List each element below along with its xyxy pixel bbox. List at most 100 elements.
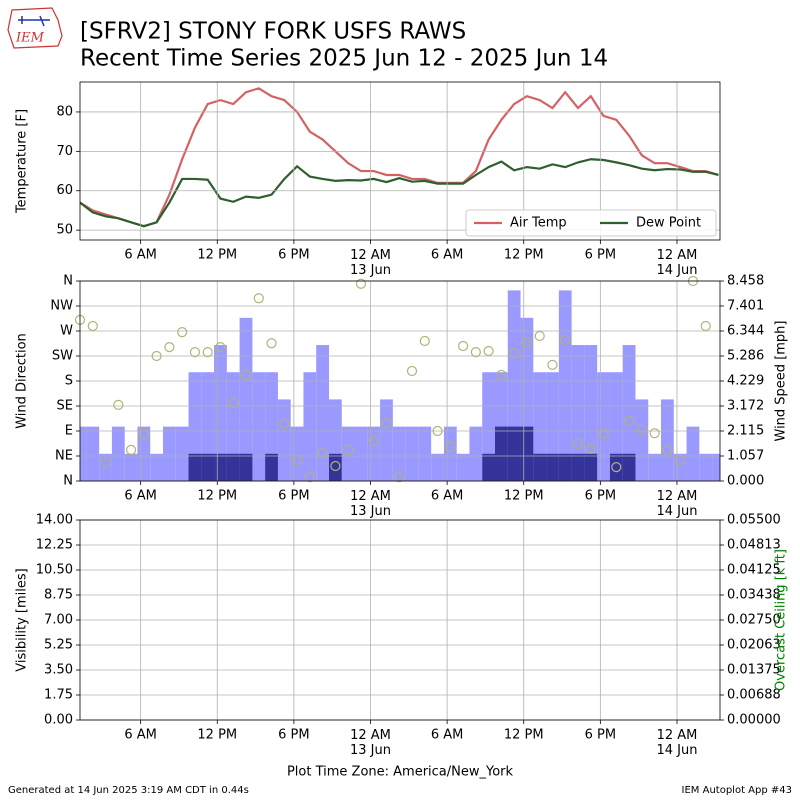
legend-box — [465, 209, 717, 237]
y-tick-label: 7.00 — [44, 613, 73, 628]
axes-frame — [79, 81, 721, 241]
bar — [290, 426, 304, 481]
x-tick-label: 6 AM — [431, 248, 464, 263]
bar — [418, 426, 432, 481]
bar — [150, 453, 164, 481]
logo-text: IEM — [15, 31, 45, 46]
point — [266, 338, 277, 349]
point — [649, 428, 660, 439]
point — [598, 428, 609, 439]
point — [177, 327, 188, 338]
bar — [367, 426, 381, 481]
x-tick-label: 12 AM 13 Jun — [350, 248, 391, 278]
x-tick-label: 6 AM — [124, 248, 157, 263]
y2-tick-label: 0.01375 — [727, 663, 781, 678]
line — [80, 158, 719, 228]
bar — [622, 453, 636, 481]
point — [521, 337, 533, 348]
y-axis-label: Visibility [miles] — [15, 568, 30, 671]
point — [700, 320, 711, 332]
point — [457, 340, 469, 352]
legend: Air Temp Dew Point — [465, 209, 717, 237]
axes-frame — [79, 280, 721, 482]
y-axis-label: Temperature [F] — [15, 109, 30, 214]
bar — [622, 345, 636, 481]
legend-label: Air Temp — [510, 216, 567, 231]
y2-tick-label: 0.05500 — [727, 513, 781, 528]
point — [406, 365, 418, 377]
point — [470, 347, 481, 358]
x-tick-label: 6 PM — [278, 248, 309, 263]
bar — [354, 426, 368, 481]
bar — [495, 426, 508, 481]
point — [228, 398, 239, 409]
bar — [111, 426, 125, 481]
bar — [277, 399, 291, 481]
bar — [188, 453, 202, 481]
footer-right: IEM Autoplot App #43 — [682, 785, 792, 796]
y2-tick-label: 0.02063 — [727, 638, 781, 653]
bar — [431, 453, 444, 481]
x-tick-label: 6 AM — [124, 728, 157, 743]
bar — [558, 453, 572, 481]
y2-tick-label: 3.172 — [727, 398, 764, 413]
point — [662, 444, 673, 455]
y2-tick-label: 0.02750 — [727, 613, 781, 628]
bar — [533, 453, 547, 481]
point — [368, 435, 379, 447]
point — [432, 425, 443, 437]
bar — [712, 453, 720, 481]
point — [343, 444, 354, 455]
y2-tick-label: 0.04125 — [727, 563, 781, 578]
bar — [507, 426, 521, 481]
x-tick-label: 6 AM — [431, 489, 464, 504]
y-tick-label: E — [65, 424, 73, 439]
bar — [163, 426, 176, 481]
x-tick-label: 12 PM — [197, 248, 237, 263]
y2-tick-label: 0.000 — [727, 474, 764, 489]
x-tick-label: 12 PM — [504, 728, 544, 743]
y2-tick-label: 8.458 — [727, 274, 764, 289]
point — [355, 278, 367, 289]
x-tick-label: 12 AM 14 Jun — [656, 248, 697, 278]
point — [240, 369, 252, 380]
legend-label: Dew Point — [636, 216, 701, 231]
point — [419, 335, 430, 347]
y-tick-label: NW — [50, 299, 73, 314]
point — [87, 320, 98, 332]
bar — [175, 426, 189, 481]
point — [560, 334, 571, 345]
title-line: [SFRV2] STONY FORK USFS RAWS — [80, 19, 466, 45]
point — [381, 418, 392, 429]
y-tick-label: N — [63, 274, 73, 289]
x-tick-label: 6 PM — [278, 728, 309, 743]
x-tick-label: 6 PM — [278, 489, 309, 504]
bar — [609, 453, 623, 481]
point — [394, 472, 405, 483]
y2-tick-label: 1.057 — [727, 449, 764, 464]
point — [189, 347, 201, 358]
point — [445, 442, 456, 453]
point — [151, 350, 162, 362]
bar — [316, 345, 330, 481]
bar — [80, 426, 87, 481]
y2-tick-label: 2.115 — [727, 423, 764, 438]
logo: IEM — [7, 7, 63, 49]
plot-area — [80, 87, 719, 228]
y-tick-label: 5.25 — [44, 638, 73, 653]
y2-tick-label: 0.00688 — [727, 688, 781, 703]
y-tick-label: 10.50 — [36, 563, 73, 578]
bar — [239, 453, 253, 481]
point — [572, 438, 584, 449]
point — [623, 415, 635, 427]
y-tick-label: 1.75 — [44, 688, 73, 703]
y-tick-label: 14.00 — [36, 513, 73, 528]
y-axis-label: Wind Direction — [15, 333, 30, 429]
x-tick-label: 12 AM 14 Jun — [656, 489, 697, 519]
point — [253, 293, 264, 304]
x-tick-label: 6 PM — [585, 248, 616, 263]
x-tick-label: 12 PM — [197, 728, 237, 743]
y2-tick-label: 4.229 — [727, 374, 764, 389]
bar — [329, 453, 342, 481]
point — [675, 454, 686, 465]
